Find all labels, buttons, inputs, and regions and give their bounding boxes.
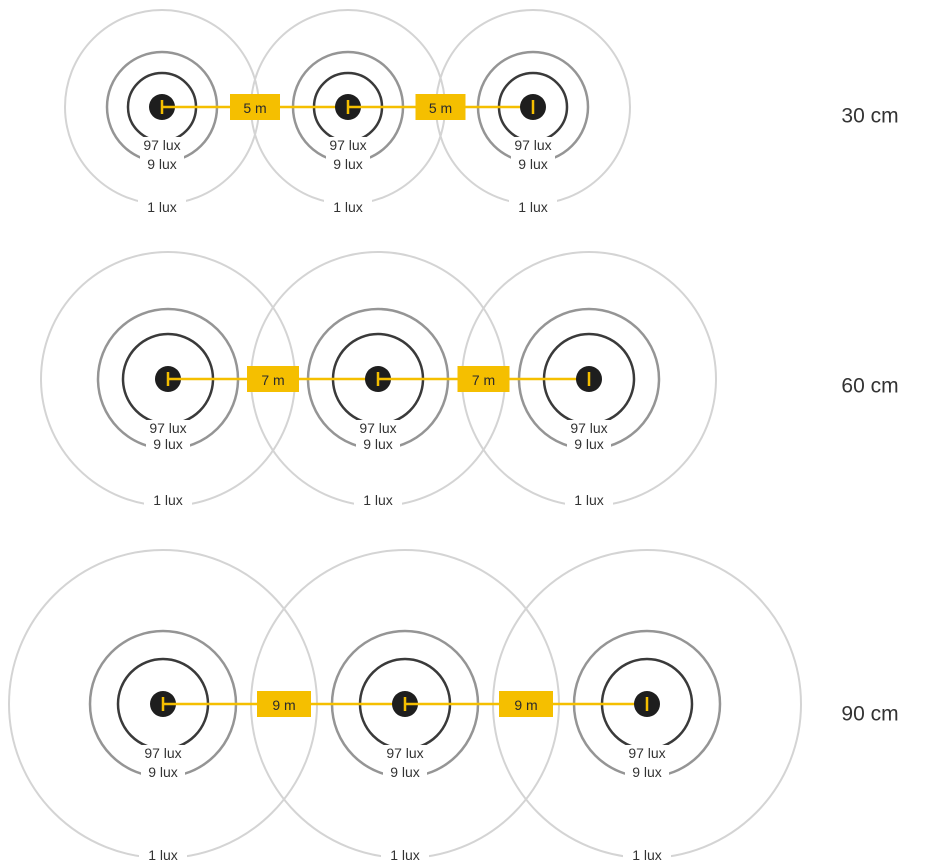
lux-1-label: 1 lux	[153, 492, 183, 508]
mounting-height-label: 30 cm	[841, 105, 898, 128]
label-backdrop	[563, 420, 615, 436]
label-backdrop	[137, 745, 189, 761]
lux-1-label: 1 lux	[390, 847, 420, 863]
lux-9-label: 9 lux	[147, 156, 177, 172]
mounting-height-label: 60 cm	[841, 375, 898, 398]
label-backdrop	[142, 420, 194, 436]
lux-97-label: 97 lux	[359, 420, 396, 436]
label-backdrop	[326, 156, 370, 172]
label-backdrop	[625, 764, 669, 780]
label-backdrop	[383, 764, 427, 780]
lux-1-label: 1 lux	[518, 199, 548, 215]
lux-1-label: 1 lux	[148, 847, 178, 863]
label-backdrop	[144, 492, 192, 508]
lux-97-label: 97 lux	[514, 137, 551, 153]
mounting-height-label: 90 cm	[841, 703, 898, 726]
spacing-label-box	[457, 366, 510, 392]
spacing-label-box	[415, 94, 466, 120]
spacing-label-box	[499, 691, 553, 717]
label-backdrop	[381, 847, 429, 863]
label-backdrop	[138, 199, 186, 215]
lux-1-label: 1 lux	[574, 492, 604, 508]
lux-9-label: 9 lux	[518, 156, 548, 172]
label-backdrop	[507, 137, 559, 153]
lux-1-label: 1 lux	[632, 847, 662, 863]
lux-97-label: 97 lux	[144, 745, 181, 761]
label-backdrop	[141, 764, 185, 780]
spacing-label: 5 m	[429, 100, 452, 116]
lux-97-label: 97 lux	[149, 420, 186, 436]
label-backdrop	[567, 436, 611, 452]
lux-97-label: 97 lux	[628, 745, 665, 761]
spacing-label: 5 m	[243, 100, 266, 116]
height-row-3: 97 lux 9 lux 1 lux 97 lux 9 lux 1 lux 97 lux 9 …	[8, 549, 899, 863]
lux-97-label: 97 lux	[570, 420, 607, 436]
spacing-label: 7 m	[261, 372, 284, 388]
label-backdrop	[621, 745, 673, 761]
lux-1-label: 1 lux	[147, 199, 177, 215]
label-backdrop	[623, 847, 671, 863]
label-backdrop	[322, 137, 374, 153]
label-backdrop	[136, 137, 188, 153]
lux-9-label: 9 lux	[632, 764, 662, 780]
lux-9-label: 9 lux	[148, 764, 178, 780]
lux-97-label: 97 lux	[143, 137, 180, 153]
lux-97-label: 97 lux	[329, 137, 366, 153]
spacing-label: 9 m	[272, 697, 295, 713]
lux-97-label: 97 lux	[386, 745, 423, 761]
spacing-label: 9 m	[514, 697, 537, 713]
height-row-1: 97 lux 9 lux 1 lux 97 lux 9 lux 1 lux 97 lux 9 …	[64, 9, 899, 215]
label-backdrop	[140, 156, 184, 172]
label-backdrop	[146, 436, 190, 452]
label-backdrop	[139, 847, 187, 863]
label-backdrop	[354, 492, 402, 508]
lux-9-label: 9 lux	[153, 436, 183, 452]
lux-1-label: 1 lux	[333, 199, 363, 215]
spacing-label: 7 m	[472, 372, 495, 388]
lux-9-label: 9 lux	[333, 156, 363, 172]
label-backdrop	[379, 745, 431, 761]
label-backdrop	[356, 436, 400, 452]
lux-9-label: 9 lux	[574, 436, 604, 452]
label-backdrop	[509, 199, 557, 215]
spacing-label-box	[257, 691, 311, 717]
label-backdrop	[324, 199, 372, 215]
lux-9-label: 9 lux	[390, 764, 420, 780]
label-backdrop	[565, 492, 613, 508]
label-backdrop	[352, 420, 404, 436]
lux-9-label: 9 lux	[363, 436, 393, 452]
spacing-label-box	[247, 366, 299, 392]
label-backdrop	[511, 156, 555, 172]
lux-1-label: 1 lux	[363, 492, 393, 508]
spacing-label-box	[230, 94, 280, 120]
